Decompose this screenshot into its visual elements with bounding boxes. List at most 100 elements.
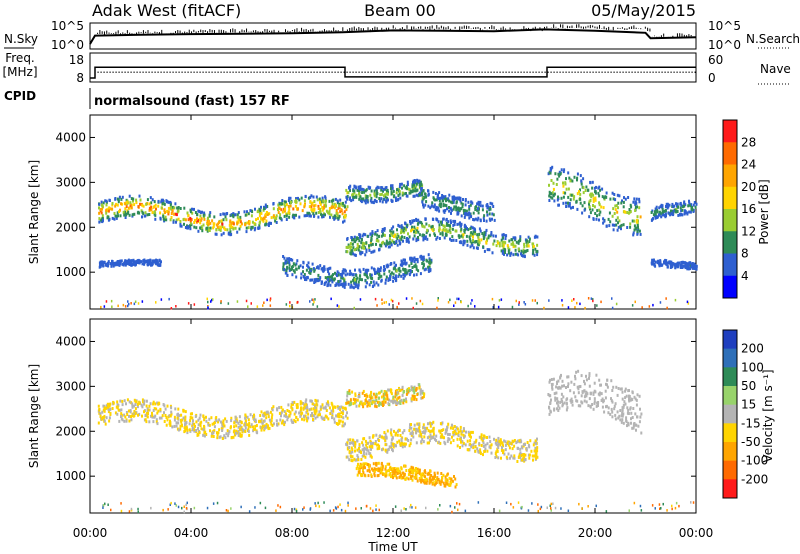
velocity-cell (348, 403, 351, 407)
velocity-cell (138, 412, 141, 416)
power-cell (437, 193, 439, 197)
velocity-cell (497, 446, 500, 449)
velocity-cell (576, 385, 579, 389)
power-cell (594, 198, 597, 202)
power-cell (239, 218, 242, 222)
power-cell (391, 234, 394, 237)
velocity-cell (390, 433, 393, 437)
power-noise-cell (611, 306, 614, 310)
velocity-cell (574, 377, 577, 381)
power-cell (390, 184, 392, 188)
power-cell (167, 212, 170, 216)
power-cell (362, 244, 365, 248)
power-cell (451, 235, 454, 239)
velocity-cell (430, 436, 433, 439)
power-cell (141, 210, 144, 214)
power-cell (294, 204, 297, 208)
power-cell (596, 209, 599, 213)
power-cell (415, 182, 418, 186)
power-cell (208, 226, 211, 230)
power-cell (369, 193, 372, 197)
velocity-cell (462, 442, 465, 446)
power-cell (690, 262, 693, 266)
power-noise-cell (548, 299, 550, 302)
velocity-cell (577, 369, 580, 373)
power-cell (416, 222, 419, 226)
velocity-cell (446, 425, 449, 429)
power-cell (373, 267, 375, 271)
velocity-cell (588, 372, 591, 376)
power-cell (364, 273, 367, 277)
nave-tick-bottom: 0 (708, 71, 716, 85)
power-cell (378, 268, 381, 271)
velocity-cell (358, 443, 361, 447)
power-cell (592, 197, 595, 201)
power-cell (676, 204, 678, 208)
power-cell (656, 210, 659, 214)
power-cell (361, 244, 364, 248)
power-cell (523, 242, 526, 246)
velocity-cell (464, 443, 467, 447)
velocity-cell (615, 385, 618, 389)
velocity-cell (223, 424, 226, 428)
velocity-cell (237, 434, 240, 437)
velocity-cell (566, 406, 569, 410)
power-noise-cell (338, 305, 340, 308)
beam-title: Beam 00 (364, 1, 436, 20)
power-cell (363, 246, 365, 250)
power-cell (371, 242, 374, 246)
power-cell (124, 262, 127, 266)
power-cell (353, 235, 356, 239)
power-cell (101, 260, 103, 264)
cpid-label: CPID (4, 89, 36, 103)
velocity-cell (370, 447, 372, 451)
velocity-cell (296, 403, 299, 406)
velocity-cell (618, 414, 621, 418)
velocity-cell (456, 427, 459, 431)
power-cell (674, 263, 677, 267)
power-cell (675, 202, 677, 206)
power-cell (427, 193, 430, 197)
velocity-cell (386, 429, 389, 433)
power-cell (477, 211, 480, 215)
power-cell (504, 251, 506, 254)
power-cell (351, 285, 354, 289)
power-cell (349, 269, 352, 273)
power-cell (587, 188, 589, 192)
power-cell (429, 206, 432, 210)
power-cell (593, 186, 596, 190)
velocity-cell (430, 474, 433, 477)
power-cell (614, 208, 617, 212)
power-cell (331, 202, 334, 206)
velocity-cell (311, 402, 314, 406)
velocity-cell (419, 430, 422, 434)
velocity-cell (368, 401, 371, 405)
velocity-cell (521, 458, 524, 462)
velocity-cell (272, 405, 275, 409)
velocity-cell (583, 395, 586, 399)
power-cell (366, 276, 369, 280)
power-cell (354, 285, 357, 289)
velocity-cell (379, 471, 382, 475)
power-noise-cell (206, 297, 208, 301)
power-cell (486, 248, 489, 252)
velocity-cell (524, 453, 527, 457)
power-cell (234, 213, 237, 217)
velocity-cell (585, 390, 588, 394)
power-cell (305, 268, 308, 272)
power-cell (490, 231, 493, 234)
power-cell (659, 259, 662, 263)
velocity-cell (314, 406, 317, 410)
power-cell (355, 195, 358, 199)
velocity-cell (557, 409, 560, 412)
velocity-cell (361, 391, 364, 395)
power-cell (317, 279, 320, 283)
power-cell (583, 208, 586, 212)
power-cell (184, 226, 187, 229)
power-cell (501, 244, 504, 248)
velocity-cell (415, 386, 418, 390)
velocity-cell (375, 405, 378, 409)
velocity-cell (247, 429, 250, 433)
power-cell (419, 255, 422, 259)
power-cell (229, 230, 232, 234)
